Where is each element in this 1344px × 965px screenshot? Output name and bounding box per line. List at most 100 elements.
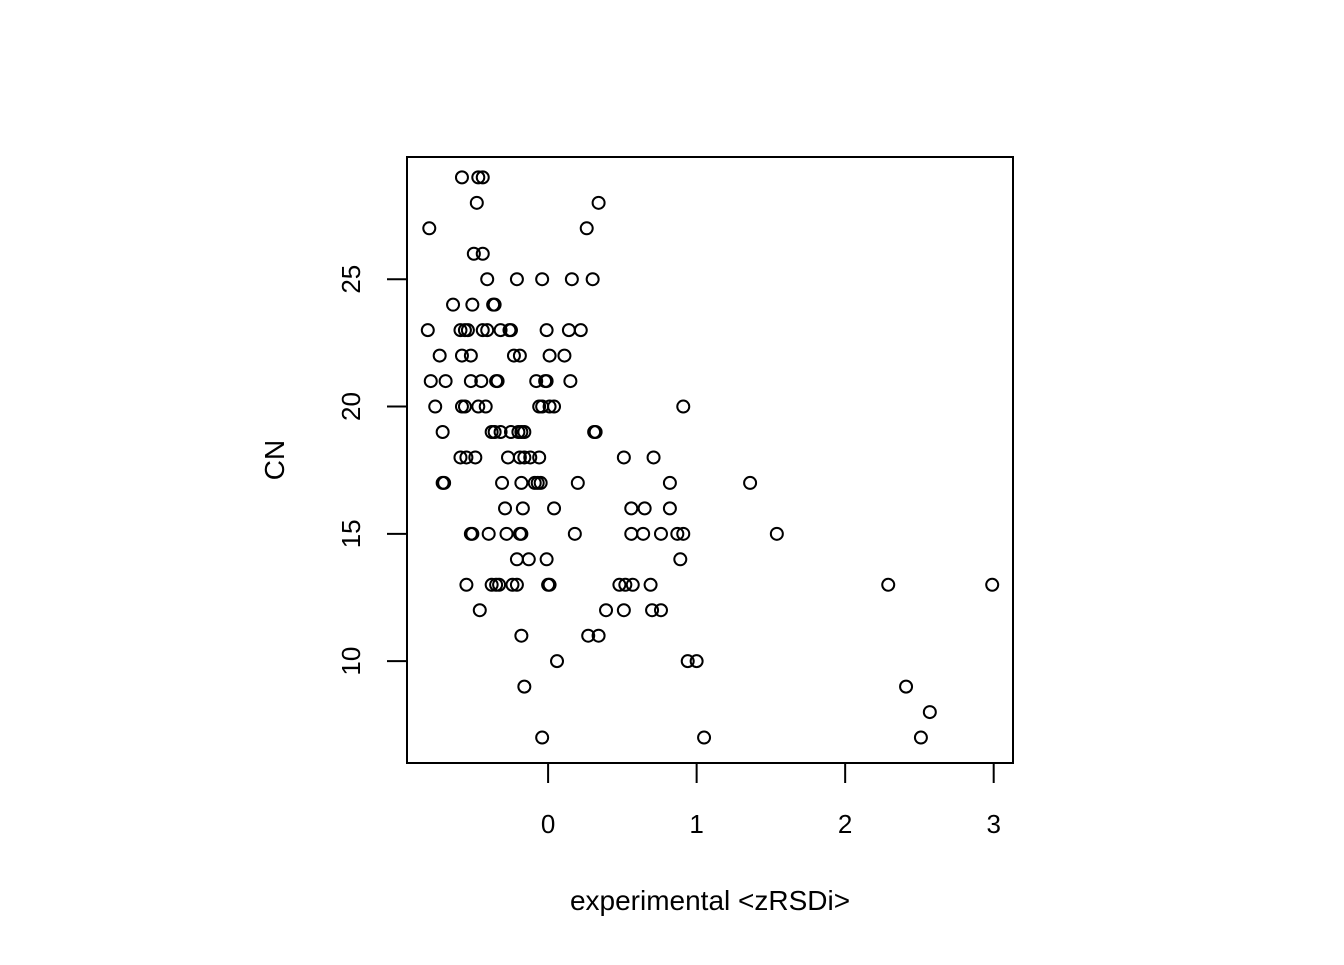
data-point bbox=[465, 526, 480, 541]
data-point bbox=[637, 501, 652, 516]
data-point bbox=[512, 348, 527, 363]
data-point bbox=[599, 603, 614, 618]
data-point bbox=[490, 374, 505, 389]
data-point bbox=[428, 399, 443, 414]
data-point bbox=[585, 272, 600, 287]
data-point bbox=[432, 348, 447, 363]
data-point bbox=[535, 272, 550, 287]
x-tick-label: 1 bbox=[689, 809, 703, 839]
data-point bbox=[564, 272, 579, 287]
data-point bbox=[653, 603, 668, 618]
data-point bbox=[573, 323, 588, 338]
data-point bbox=[514, 628, 529, 643]
data-point bbox=[523, 450, 538, 465]
data-point bbox=[563, 374, 578, 389]
data-point bbox=[471, 170, 486, 185]
data-point bbox=[550, 654, 565, 669]
x-tick-label: 2 bbox=[838, 809, 852, 839]
data-point bbox=[468, 450, 483, 465]
data-point bbox=[503, 323, 518, 338]
data-point bbox=[460, 323, 475, 338]
data-point bbox=[517, 424, 532, 439]
data-point bbox=[515, 501, 530, 516]
data-point bbox=[881, 577, 896, 592]
data-point bbox=[453, 323, 468, 338]
data-point bbox=[437, 475, 452, 490]
data-point bbox=[899, 679, 914, 694]
data-point bbox=[539, 552, 554, 567]
data-point bbox=[581, 628, 596, 643]
data-point bbox=[509, 577, 524, 592]
data-point bbox=[529, 374, 544, 389]
x-axis-title: experimental <zRSDi> bbox=[570, 885, 850, 916]
data-point bbox=[493, 323, 508, 338]
data-point bbox=[557, 348, 572, 363]
data-point bbox=[512, 450, 527, 465]
data-point bbox=[542, 348, 557, 363]
data-point bbox=[435, 424, 450, 439]
data-point bbox=[422, 221, 437, 236]
x-axis: 0 1 2 3 bbox=[541, 762, 1001, 839]
data-point bbox=[624, 526, 639, 541]
data-point bbox=[591, 195, 606, 210]
data-point bbox=[480, 272, 495, 287]
y-axis-title: CN bbox=[259, 440, 290, 480]
data-point bbox=[676, 399, 691, 414]
y-tick-label: 20 bbox=[336, 392, 366, 421]
data-point bbox=[517, 450, 532, 465]
data-point bbox=[646, 450, 661, 465]
data-point bbox=[480, 323, 495, 338]
data-point bbox=[673, 552, 688, 567]
data-point bbox=[481, 526, 496, 541]
data-point bbox=[547, 501, 562, 516]
data-point bbox=[517, 679, 532, 694]
data-point bbox=[697, 730, 712, 745]
data-point bbox=[542, 399, 557, 414]
data-point bbox=[670, 526, 685, 541]
data-point bbox=[676, 526, 691, 541]
data-point bbox=[453, 450, 468, 465]
data-point bbox=[474, 374, 489, 389]
data-point bbox=[503, 424, 518, 439]
data-point bbox=[499, 526, 514, 541]
data-point bbox=[689, 654, 704, 669]
data-point bbox=[475, 170, 490, 185]
data-point bbox=[471, 399, 486, 414]
y-tick-label: 10 bbox=[336, 647, 366, 676]
data-point bbox=[438, 374, 453, 389]
data-point bbox=[643, 577, 658, 592]
data-point bbox=[492, 577, 507, 592]
data-point bbox=[506, 348, 521, 363]
data-point bbox=[466, 246, 481, 261]
data-point bbox=[618, 577, 633, 592]
data-point bbox=[662, 475, 677, 490]
data-point bbox=[769, 526, 784, 541]
data-point bbox=[662, 501, 677, 516]
data-point bbox=[505, 577, 520, 592]
data-point bbox=[533, 475, 548, 490]
data-point bbox=[913, 730, 928, 745]
x-tick-label: 3 bbox=[986, 809, 1000, 839]
data-point bbox=[495, 475, 510, 490]
data-point bbox=[743, 475, 758, 490]
data-point bbox=[465, 297, 480, 312]
plot-frame bbox=[406, 156, 1014, 764]
data-point bbox=[539, 323, 554, 338]
data-point bbox=[680, 654, 695, 669]
data-point bbox=[532, 450, 547, 465]
data-point bbox=[498, 501, 513, 516]
y-tick-label: 15 bbox=[336, 519, 366, 548]
data-point bbox=[645, 603, 660, 618]
data-point bbox=[472, 603, 487, 618]
data-point bbox=[463, 348, 478, 363]
data-point bbox=[542, 577, 557, 592]
data-point bbox=[570, 475, 585, 490]
data-point bbox=[579, 221, 594, 236]
data-point bbox=[501, 450, 515, 465]
data-point bbox=[612, 577, 627, 592]
data-point bbox=[475, 246, 490, 261]
data-point bbox=[653, 526, 668, 541]
data-point bbox=[509, 552, 524, 567]
